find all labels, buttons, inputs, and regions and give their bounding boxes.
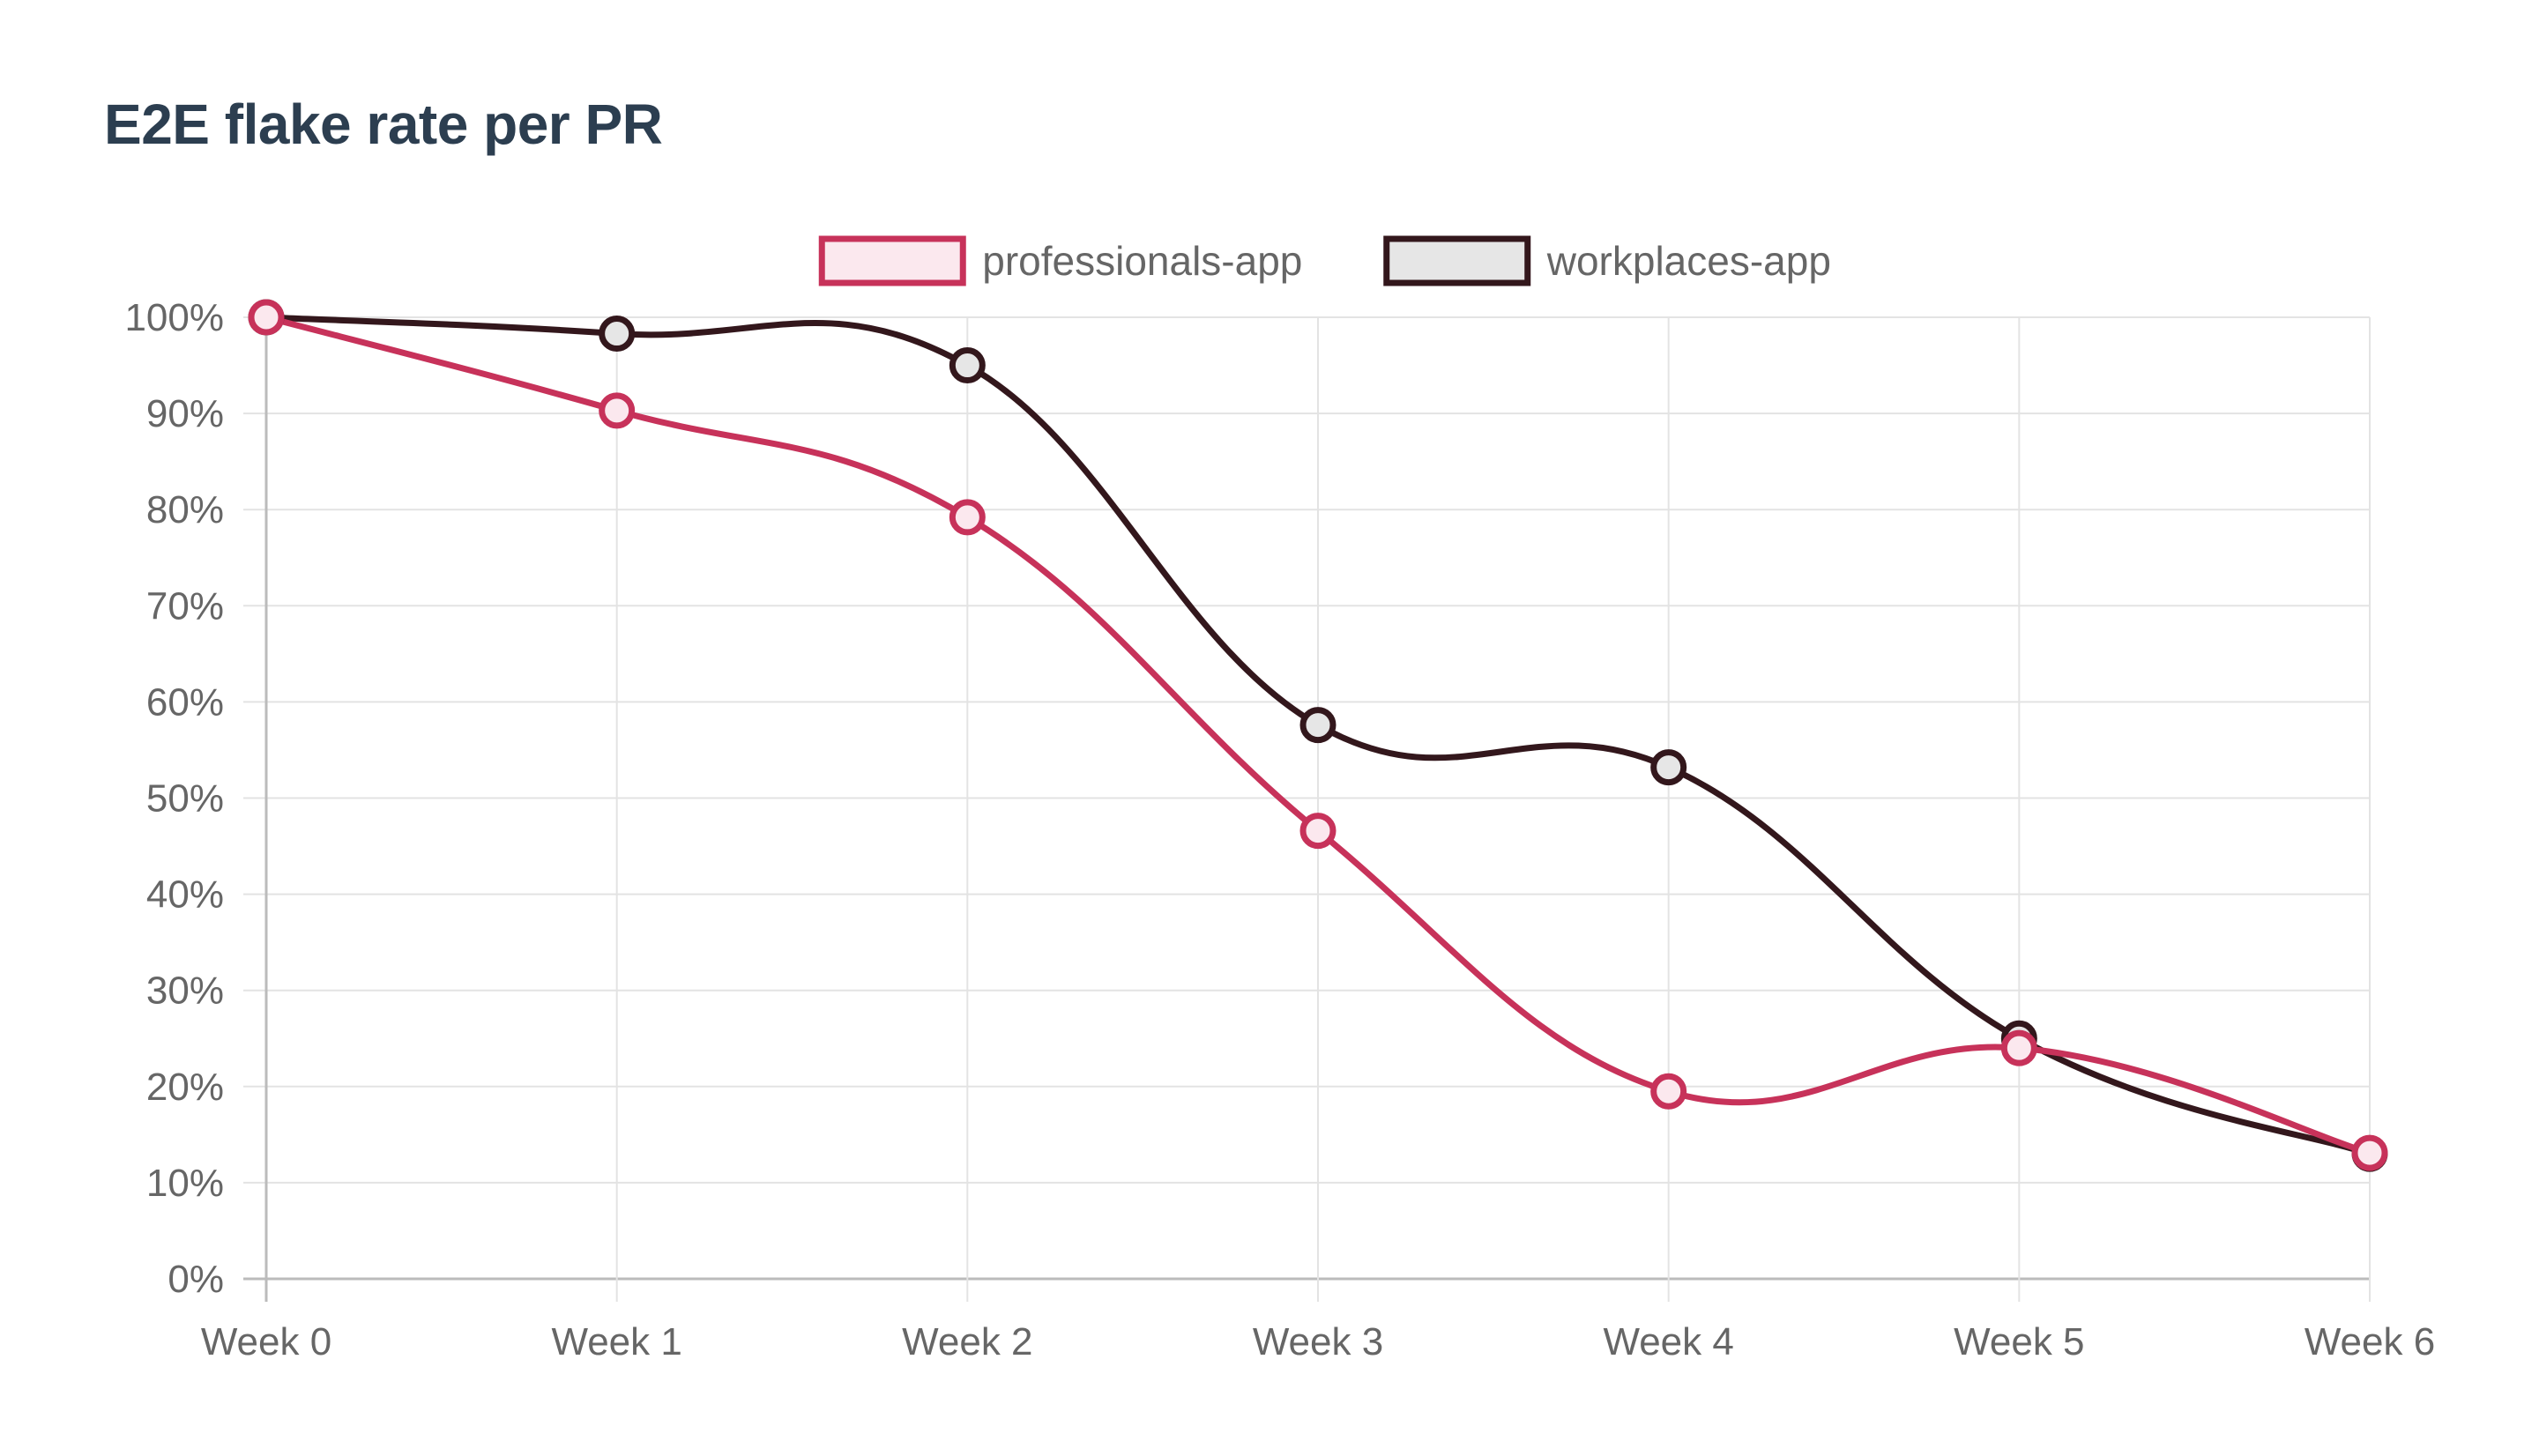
legend-swatch bbox=[818, 235, 966, 286]
x-tick-label: Week 4 bbox=[1603, 1320, 1733, 1363]
legend[interactable]: professionals-app workplaces-app bbox=[818, 235, 1831, 286]
data-point-workplaces-app[interactable] bbox=[1299, 707, 1337, 744]
x-tick-label: Week 3 bbox=[1253, 1320, 1383, 1363]
data-point-professionals-app[interactable] bbox=[248, 299, 285, 336]
y-tick-label: 70% bbox=[146, 584, 224, 628]
y-tick-label: 60% bbox=[146, 680, 224, 724]
y-tick-label: 100% bbox=[124, 296, 224, 339]
legend-item-professionals-app[interactable]: professionals-app bbox=[818, 235, 1302, 286]
data-point-professionals-app[interactable] bbox=[1650, 1073, 1687, 1110]
x-tick-label: Week 6 bbox=[2304, 1320, 2435, 1363]
x-tick-label: Week 1 bbox=[551, 1320, 681, 1363]
y-tick-label: 0% bbox=[168, 1258, 224, 1301]
y-tick-label: 90% bbox=[146, 392, 224, 435]
data-point-professionals-app[interactable] bbox=[1299, 813, 1337, 850]
y-tick-label: 10% bbox=[146, 1162, 224, 1205]
y-tick-label: 80% bbox=[146, 488, 224, 531]
legend-label: workplaces-app bbox=[1546, 238, 1831, 284]
data-point-professionals-app[interactable] bbox=[599, 392, 636, 429]
data-point-workplaces-app[interactable] bbox=[949, 347, 986, 384]
data-point-professionals-app[interactable] bbox=[2000, 1029, 2037, 1066]
y-tick-label: 20% bbox=[146, 1066, 224, 1109]
data-point-workplaces-app[interactable] bbox=[1650, 749, 1687, 786]
data-point-workplaces-app[interactable] bbox=[599, 316, 636, 353]
data-point-professionals-app[interactable] bbox=[949, 499, 986, 536]
chart-title: E2E flake rate per PR bbox=[104, 93, 663, 156]
legend-swatch bbox=[1383, 235, 1531, 286]
grid bbox=[243, 316, 2371, 1302]
data-point-professionals-app[interactable] bbox=[2351, 1134, 2388, 1171]
y-tick-label: 30% bbox=[146, 969, 224, 1013]
y-tick-label: 50% bbox=[146, 777, 224, 821]
data-points bbox=[248, 299, 2388, 1172]
x-tick-label: Week 2 bbox=[902, 1320, 1032, 1363]
axis-labels: 0% 10% 20% 30% 40% 50% 60% 70% 80% 90% 100% Week 0 W… bbox=[124, 296, 2435, 1363]
legend-item-workplaces-app[interactable]: workplaces-app bbox=[1383, 235, 1831, 286]
y-tick-label: 40% bbox=[146, 873, 224, 917]
x-tick-label: Week 0 bbox=[201, 1320, 331, 1363]
x-tick-label: Week 5 bbox=[1954, 1320, 2084, 1363]
legend-label: professionals-app bbox=[982, 238, 1302, 284]
